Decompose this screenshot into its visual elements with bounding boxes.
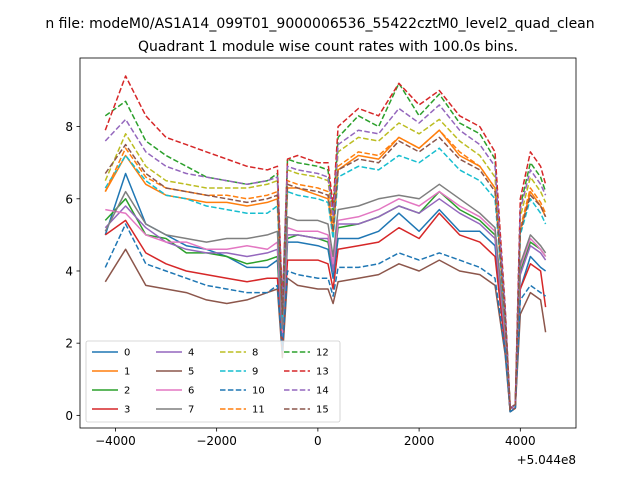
legend-label-12: 12 [316,348,329,359]
series-line-10 [104,223,547,413]
legend-label-2: 2 [124,386,130,397]
figure-suptitle: n file: modeM0/AS1A14_099T01_9000006536_… [45,16,594,32]
legend-label-15: 15 [316,405,329,416]
y-axis: 0 2 4 6 8 [65,120,80,423]
series-line-15 [104,136,547,409]
y-tick-label: 6 [65,192,73,206]
legend-label-13: 13 [316,367,329,378]
y-tick-label: 2 [65,337,73,351]
legend-label-3: 3 [124,405,130,416]
plot-lines [104,75,547,413]
legend-label-14: 14 [316,386,329,397]
y-tick-label: 8 [65,120,73,134]
legend-box [85,340,341,423]
legend-label-10: 10 [252,386,265,397]
legend-label-1: 1 [124,367,130,378]
x-tick-label: −4000 [95,434,136,448]
legend-label-0: 0 [124,348,130,359]
x-offset-label: +5.044e8 [517,453,576,467]
x-tick-label: −2000 [196,434,237,448]
axes-frame [79,57,577,429]
x-tick-label: 4000 [505,434,536,448]
x-tick-label: 0 [314,434,322,448]
legend-label-4: 4 [188,348,194,359]
y-tick-label: 0 [65,409,73,423]
legend-label-11: 11 [252,405,265,416]
legend-label-7: 7 [188,405,194,416]
series-line-14 [104,104,547,409]
chart-title: Quadrant 1 module wise count rates with … [138,39,518,55]
legend-label-6: 6 [188,386,194,397]
legend-label-8: 8 [252,348,258,359]
legend-label-9: 9 [252,367,258,378]
x-axis: −4000 −2000 0 2000 4000 [95,428,536,448]
x-tick-label: 2000 [404,434,435,448]
y-tick-label: 4 [65,264,73,278]
legend-label-5: 5 [188,367,194,378]
